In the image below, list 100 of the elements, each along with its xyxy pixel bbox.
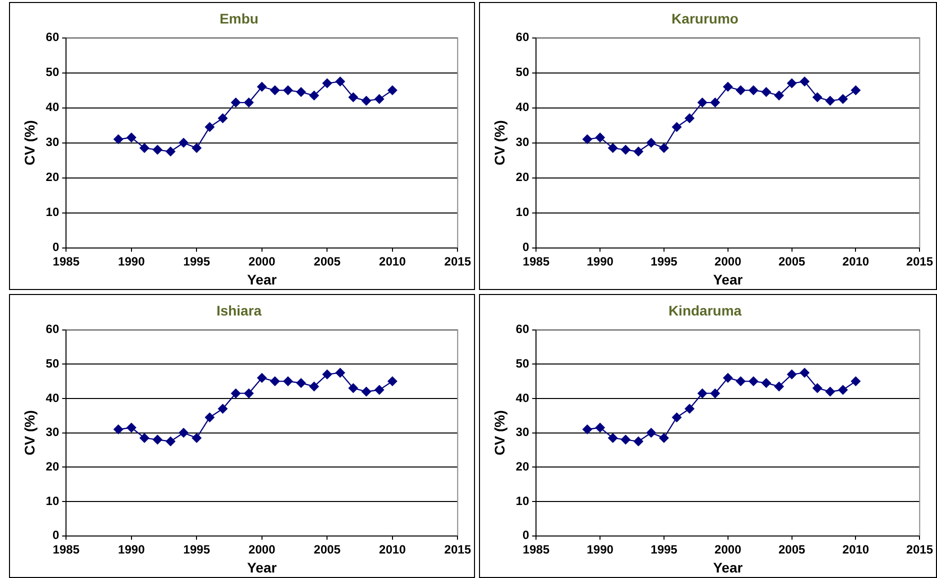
point [283,85,293,96]
x-tick-label: 2005 [778,254,806,268]
y-tick-label: 10 [516,205,530,220]
x-tick-label: 2005 [314,542,341,556]
point [722,82,733,92]
point [774,90,784,101]
y-tick-label: 50 [46,356,60,370]
point [672,412,682,422]
point [646,428,656,438]
point [256,372,267,383]
point [374,94,384,104]
point [710,98,720,108]
point [620,144,631,155]
point [139,432,150,443]
point [658,143,669,154]
y-tick-label: 40 [46,100,60,114]
point [697,98,708,108]
point [139,143,150,154]
point [697,388,708,398]
point [736,85,746,96]
x-tick-label: 1990 [586,542,614,556]
x-axis-title: Year [713,559,744,576]
point [387,376,398,386]
point [608,143,618,154]
point [283,376,293,386]
x-tick-label: 2000 [248,254,276,268]
point [230,98,241,108]
x-tick-label: 1995 [650,542,678,556]
point [361,96,372,106]
y-tick-label: 40 [516,390,530,405]
point [244,388,254,398]
x-tick-label: 2015 [906,542,934,556]
x-tick-label: 1995 [183,254,210,268]
point [633,146,644,157]
point [812,383,822,394]
point [620,434,631,445]
point [825,96,836,106]
point [374,384,384,395]
point [230,388,241,398]
y-tick-label: 0 [522,528,530,542]
point [218,113,228,124]
y-tick-label: 30 [46,425,60,440]
x-tick-label: 2000 [714,254,742,268]
x-tick-label: 1985 [52,254,80,268]
point [646,138,656,148]
x-axis-title: Year [713,271,744,288]
point [825,386,836,397]
point [633,436,644,446]
y-tick-label: 0 [522,240,530,254]
x-tick-label: 2010 [379,254,406,268]
point [761,87,772,98]
point [582,134,592,144]
point [322,78,332,88]
point [608,432,618,443]
point [774,381,784,392]
x-tick-label: 1990 [586,254,614,268]
x-tick-label: 1985 [522,254,550,268]
point [658,432,669,443]
x-tick-label: 2000 [248,542,276,556]
y-tick-label: 60 [46,322,60,336]
y-tick-label: 0 [52,240,60,254]
y-tick-label: 40 [46,390,60,405]
point [850,85,861,96]
y-tick-label: 60 [46,30,60,44]
point [322,369,332,380]
x-tick-label: 2015 [444,254,472,268]
x-tick-label: 1990 [118,254,146,268]
y-tick-label: 10 [516,494,530,508]
point [812,92,822,102]
point [192,143,202,154]
x-tick-label: 1995 [183,542,210,556]
y-tick-label: 0 [52,528,60,542]
point [387,85,398,96]
x-tick-label: 2000 [714,542,742,556]
point [595,132,606,143]
point [335,76,346,87]
y-tick-label: 40 [516,100,530,114]
y-tick-label: 20 [516,459,530,474]
y-tick-label: 30 [46,135,60,150]
point [256,82,267,92]
point [684,404,695,414]
point [178,428,189,438]
x-tick-label: 2010 [842,542,870,556]
y-axis-title: CV (%) [21,120,38,166]
x-tick-label: 1990 [118,542,146,556]
point [270,376,280,386]
point [204,412,215,422]
point [152,144,162,155]
point [296,378,306,388]
x-tick-label: 1985 [522,542,550,556]
y-tick-label: 50 [516,65,530,80]
point [361,386,372,397]
point [786,369,797,380]
point [672,122,682,132]
point [582,424,592,434]
x-axis-title: Year [247,271,278,288]
point [761,378,772,388]
point [736,376,746,386]
point [335,368,346,378]
chart-title: Kindaruma [668,302,742,318]
